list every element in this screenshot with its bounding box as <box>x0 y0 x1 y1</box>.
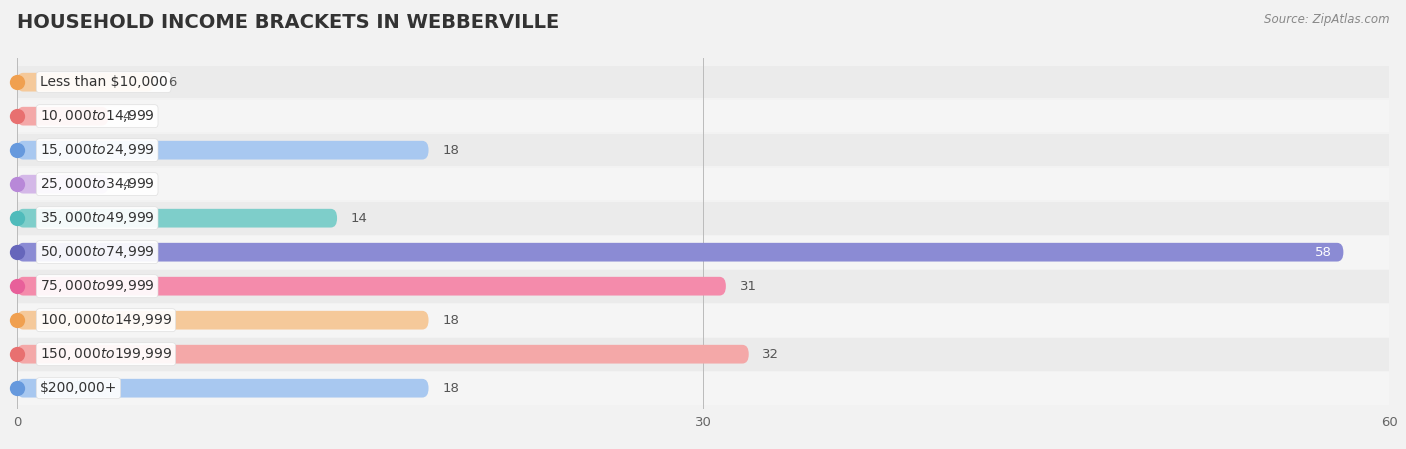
FancyBboxPatch shape <box>17 202 1389 234</box>
Text: $10,000 to $14,999: $10,000 to $14,999 <box>39 108 155 124</box>
FancyBboxPatch shape <box>17 345 749 364</box>
Text: $35,000 to $49,999: $35,000 to $49,999 <box>39 210 155 226</box>
Text: 18: 18 <box>443 382 460 395</box>
FancyBboxPatch shape <box>17 100 1389 132</box>
Text: $15,000 to $24,999: $15,000 to $24,999 <box>39 142 155 158</box>
FancyBboxPatch shape <box>17 379 429 397</box>
Text: 31: 31 <box>740 280 756 293</box>
FancyBboxPatch shape <box>17 372 1389 405</box>
FancyBboxPatch shape <box>17 134 1389 167</box>
FancyBboxPatch shape <box>17 338 1389 370</box>
FancyBboxPatch shape <box>17 243 1343 261</box>
FancyBboxPatch shape <box>17 304 1389 336</box>
Text: 4: 4 <box>122 178 131 191</box>
Text: 32: 32 <box>762 348 779 361</box>
Text: $75,000 to $99,999: $75,000 to $99,999 <box>39 278 155 294</box>
Text: 18: 18 <box>443 314 460 327</box>
Text: 14: 14 <box>350 211 367 224</box>
Text: $100,000 to $149,999: $100,000 to $149,999 <box>39 312 172 328</box>
Text: $150,000 to $199,999: $150,000 to $199,999 <box>39 346 172 362</box>
Text: HOUSEHOLD INCOME BRACKETS IN WEBBERVILLE: HOUSEHOLD INCOME BRACKETS IN WEBBERVILLE <box>17 13 560 32</box>
Text: $25,000 to $34,999: $25,000 to $34,999 <box>39 176 155 192</box>
FancyBboxPatch shape <box>17 175 108 194</box>
Text: Source: ZipAtlas.com: Source: ZipAtlas.com <box>1264 13 1389 26</box>
FancyBboxPatch shape <box>17 168 1389 201</box>
Text: 6: 6 <box>167 76 176 88</box>
FancyBboxPatch shape <box>17 107 108 126</box>
Text: 18: 18 <box>443 144 460 157</box>
FancyBboxPatch shape <box>17 277 725 295</box>
Text: 58: 58 <box>1315 246 1331 259</box>
FancyBboxPatch shape <box>17 311 429 330</box>
FancyBboxPatch shape <box>17 66 1389 98</box>
FancyBboxPatch shape <box>17 236 1389 269</box>
FancyBboxPatch shape <box>17 209 337 228</box>
FancyBboxPatch shape <box>17 270 1389 303</box>
Text: $200,000+: $200,000+ <box>39 381 117 395</box>
Text: 4: 4 <box>122 110 131 123</box>
Text: Less than $10,000: Less than $10,000 <box>39 75 167 89</box>
FancyBboxPatch shape <box>17 73 155 92</box>
Text: $50,000 to $74,999: $50,000 to $74,999 <box>39 244 155 260</box>
FancyBboxPatch shape <box>17 141 429 159</box>
